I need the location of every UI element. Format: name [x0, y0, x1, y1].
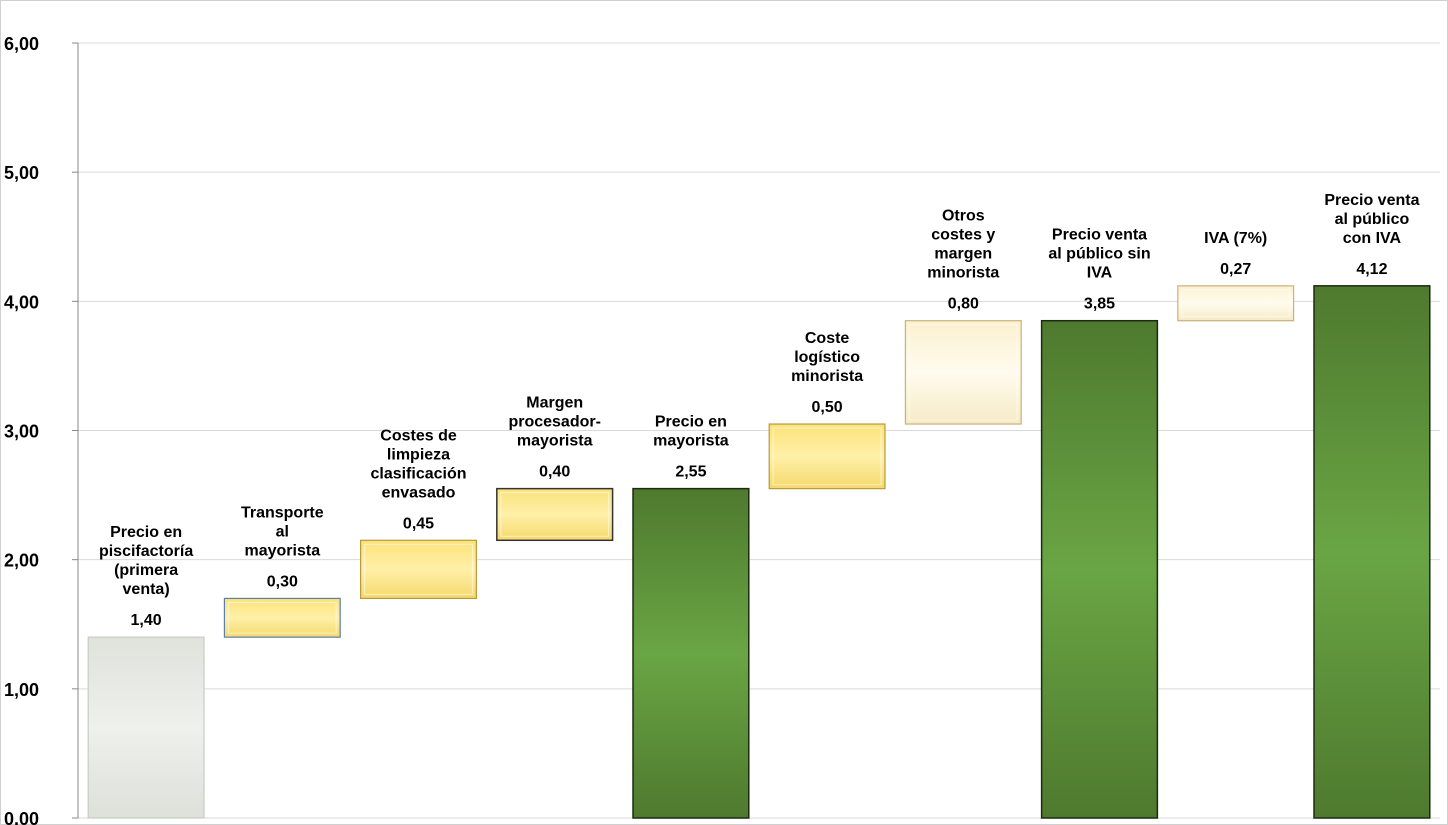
bar-2 [223, 597, 341, 638]
bar-5 [632, 487, 750, 819]
value-label-6: 0,50 [812, 399, 843, 416]
y-tick-label: 0.00 [4, 809, 39, 825]
category-label-10: con IVA [1343, 230, 1402, 247]
category-label-1: venta) [123, 581, 170, 598]
category-label-1: Precio en [110, 524, 182, 541]
y-tick-label: 6,00 [4, 34, 39, 54]
category-label-1: (primera [114, 562, 178, 579]
category-label-5: mayorista [653, 433, 729, 450]
category-label-4: mayorista [517, 433, 593, 450]
category-label-7: minorista [927, 265, 999, 282]
y-tick-label: 3,00 [4, 422, 39, 442]
value-label-7: 0,80 [948, 296, 979, 313]
category-label-6: minorista [791, 368, 863, 385]
y-axis: 0.00 1,00 2,00 3,00 4,00 5,00 6,00 [4, 34, 79, 825]
category-label-4: procesador- [508, 414, 600, 431]
category-label-6: logístico [794, 349, 860, 366]
category-label-5: Precio en [655, 414, 727, 431]
y-tick-label: 5,00 [4, 163, 39, 183]
bar-bevel-9 [1181, 289, 1291, 318]
category-label-2: al [276, 523, 289, 540]
category-label-8: al público sin [1048, 246, 1150, 263]
value-label-9: 0,27 [1220, 261, 1251, 278]
category-label-10: Precio venta [1324, 192, 1419, 209]
category-label-8: Precio venta [1052, 227, 1147, 244]
value-label-4: 0,40 [539, 464, 570, 481]
bars [87, 285, 1431, 819]
category-label-3: clasificación [370, 465, 466, 482]
category-label-3: envasado [382, 484, 456, 501]
category-label-9: IVA (7%) [1204, 230, 1267, 247]
value-label-1: 1,40 [131, 612, 162, 629]
bar-bevel-3 [364, 543, 473, 595]
category-label-7: costes y [931, 227, 995, 244]
category-label-4: Margen [526, 395, 583, 412]
category-label-7: Otros [942, 208, 985, 225]
value-label-3: 0,45 [403, 515, 434, 532]
value-label-2: 0,30 [267, 573, 298, 590]
bar-labels: 1,40 Precio en piscifactoría (primera venta)… [99, 192, 1420, 629]
bar-4 [496, 487, 614, 542]
bar-10 [1313, 285, 1431, 819]
category-label-6: Coste [805, 330, 850, 347]
category-label-3: Costes de [380, 427, 457, 444]
gridlines [78, 42, 1440, 819]
category-label-2: Transporte [241, 504, 324, 521]
category-label-2: mayorista [245, 542, 321, 559]
y-tick-label: 1,00 [4, 680, 39, 700]
bar-bevel-2 [227, 601, 337, 634]
bar-8 [1040, 319, 1159, 819]
category-label-8: IVA [1087, 265, 1113, 282]
bar-bevel-4 [500, 492, 610, 537]
bar-7 [904, 320, 1022, 425]
bar-1 [87, 636, 205, 819]
bar-6 [768, 423, 886, 490]
category-label-10: al público [1335, 211, 1410, 228]
value-label-5: 2,55 [675, 464, 706, 481]
bar-bevel-7 [908, 324, 1018, 421]
bar-3 [360, 539, 477, 600]
category-label-3: limpieza [387, 446, 450, 463]
bar-bevel-6 [772, 427, 882, 486]
category-label-1: piscifactoría [99, 543, 193, 560]
value-label-8: 3,85 [1084, 296, 1115, 313]
category-label-7: margen [934, 246, 992, 263]
y-tick-label: 4,00 [4, 292, 39, 312]
bar-9 [1177, 285, 1295, 322]
value-label-10: 4,12 [1356, 261, 1387, 278]
y-tick-label: 2,00 [4, 551, 39, 571]
